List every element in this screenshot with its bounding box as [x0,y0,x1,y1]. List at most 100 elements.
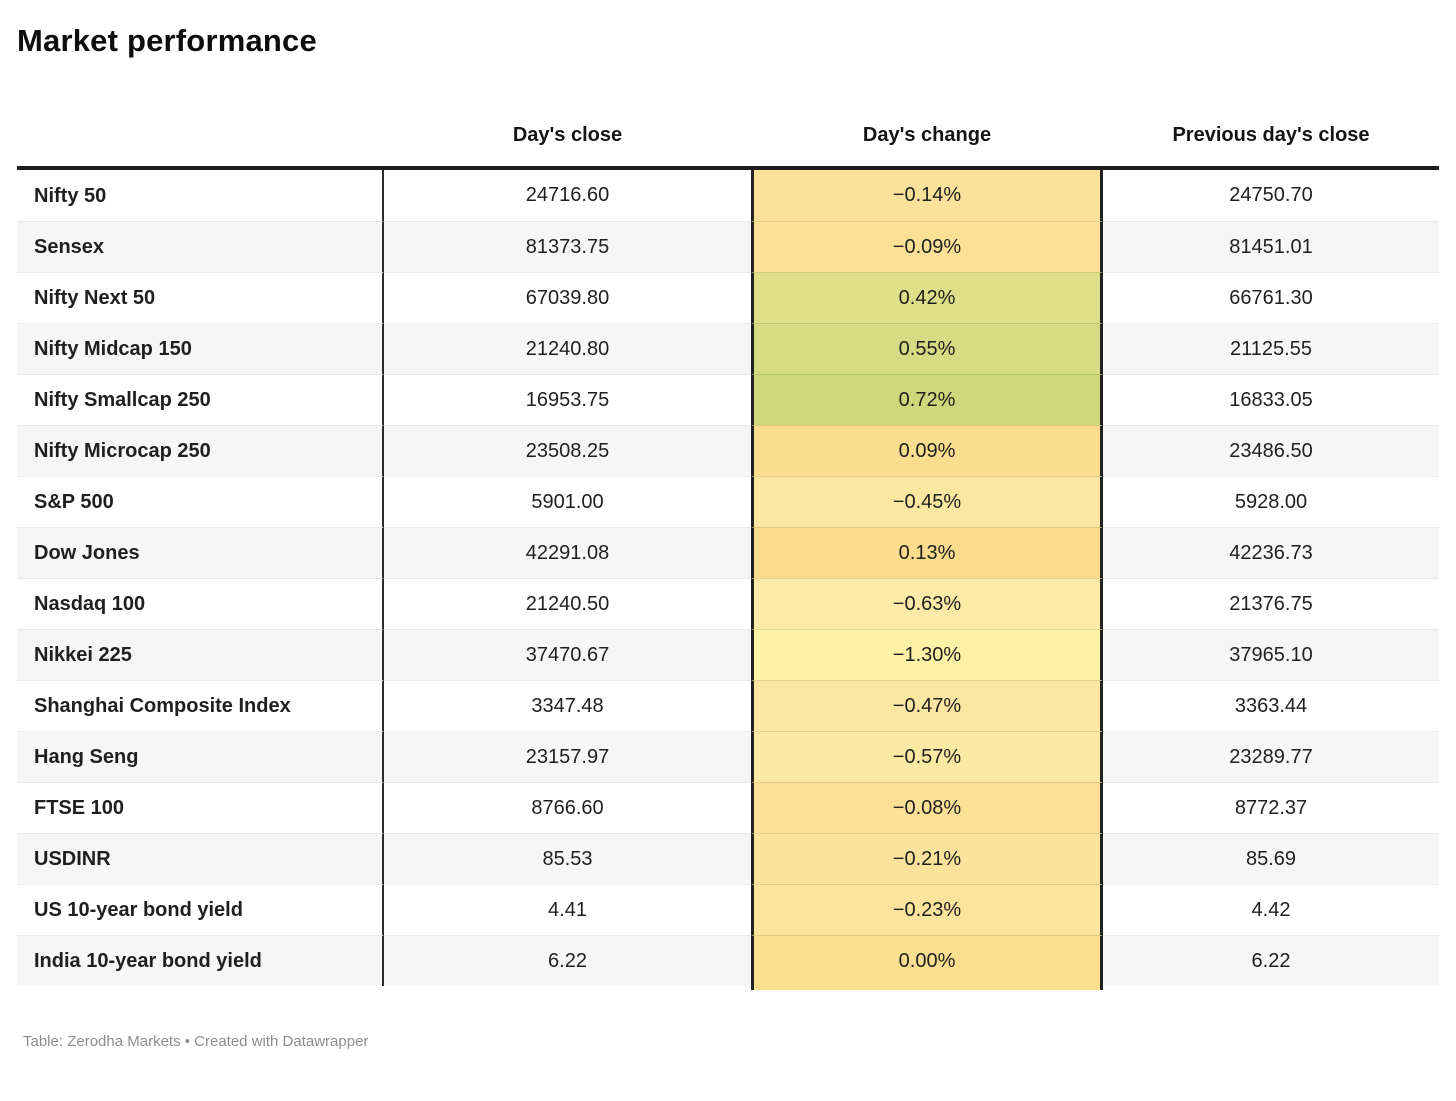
table-row: Nifty Microcap 250 23508.25 0.09% 23486.… [17,425,1439,476]
table-row: Nifty Smallcap 250 16953.75 0.72% 16833.… [17,374,1439,425]
row-label-cell: US 10-year bond yield [17,884,384,935]
table-row: Nasdaq 100 21240.50 −0.63% 21376.75 [17,578,1439,629]
previous-close-cell: 16833.05 [1103,374,1439,425]
previous-close-cell: 21125.55 [1103,323,1439,374]
days-close-cell: 81373.75 [384,221,751,272]
row-label: Sensex [34,236,105,258]
table-row: S&P 500 5901.00 −0.45% 5928.00 [17,476,1439,527]
previous-close-cell: 4.42 [1103,884,1439,935]
header-index-column [17,120,384,150]
table-row: Shanghai Composite Index 3347.48 −0.47% … [17,680,1439,731]
row-label: Nifty Next 50 [34,287,156,309]
days-change-cell: −0.14% [751,170,1103,221]
row-label-cell: Nifty 50 [17,170,384,221]
row-label-cell: USDINR [17,833,384,884]
row-label: Shanghai Composite Index [34,695,291,717]
days-change-cell: −0.08% [751,782,1103,833]
header-days-close: Day's close [512,124,623,146]
days-change-cell: 0.72% [751,374,1103,425]
row-label-cell: S&P 500 [17,476,384,527]
table-row: Sensex 81373.75 −0.09% 81451.01 [17,221,1439,272]
days-change-cell: −1.30% [751,629,1103,680]
previous-close-cell: 23486.50 [1103,425,1439,476]
row-label-cell: Nikkei 225 [17,629,384,680]
row-label-cell: Hang Seng [17,731,384,782]
table-row: Nifty Next 50 67039.80 0.42% 66761.30 [17,272,1439,323]
table-row: USDINR 85.53 −0.21% 85.69 [17,833,1439,884]
previous-close-cell: 85.69 [1103,833,1439,884]
row-label: Nikkei 225 [34,644,132,666]
days-change-cell: −0.57% [751,731,1103,782]
days-change-cell: 0.13% [751,527,1103,578]
previous-close-cell: 24750.70 [1229,184,1313,206]
days-change-cell: 0.55% [751,323,1103,374]
table-row: Nikkei 225 37470.67 −1.30% 37965.10 [17,629,1439,680]
row-label: Nifty Midcap 150 [34,338,192,360]
table-row: Nifty 50 24716.60 −0.14% 24750.70 [17,170,1439,221]
table-body: Nifty 50 24716.60 −0.14% 24750.70 Sensex… [17,170,1439,990]
market-performance-card: Market performance Day's close Day's cha… [17,23,1439,1050]
row-label: India 10-year bond yield [34,950,262,972]
row-label: Nifty Smallcap 250 [34,389,211,411]
days-change-cell: −0.23% [751,884,1103,935]
header-days-change: Day's change [862,124,992,146]
row-label-cell: Sensex [17,221,384,272]
previous-close-cell: 66761.30 [1103,272,1439,323]
page-title: Market performance [17,23,317,58]
days-change-cell: −0.47% [751,680,1103,731]
row-label-cell: FTSE 100 [17,782,384,833]
previous-close-cell: 37965.10 [1103,629,1439,680]
previous-close-cell: 21376.75 [1103,578,1439,629]
row-label: Dow Jones [34,542,140,564]
days-close-cell: 85.53 [384,833,751,884]
row-label: FTSE 100 [34,797,125,819]
row-label-cell: Nifty Next 50 [17,272,384,323]
attribution-footer: Table: Zerodha Markets • Created with Da… [23,1033,369,1050]
previous-close-cell: 8772.37 [1103,782,1439,833]
days-close-cell: 67039.80 [384,272,751,323]
days-close-cell: 16953.75 [384,374,751,425]
header-previous-days-close: Previous day's close [1172,124,1370,146]
row-label: Nifty Microcap 250 [34,440,211,462]
days-change-cell: −0.21% [751,833,1103,884]
days-close-cell: 3347.48 [384,680,751,731]
row-label-cell: India 10-year bond yield [17,935,384,986]
days-change-cell: 0.00% [751,935,1103,990]
table-row: Hang Seng 23157.97 −0.57% 23289.77 [17,731,1439,782]
row-label-cell: Dow Jones [17,527,384,578]
days-close-cell: 6.22 [384,935,751,986]
row-label: USDINR [34,848,111,870]
previous-close-cell: 6.22 [1103,935,1439,986]
days-close-cell: 8766.60 [384,782,751,833]
days-change-cell: −0.45% [751,476,1103,527]
days-close-cell: 37470.67 [384,629,751,680]
previous-close-cell: 5928.00 [1103,476,1439,527]
previous-close-cell: 81451.01 [1103,221,1439,272]
days-close-cell: 4.41 [384,884,751,935]
previous-close-cell: 3363.44 [1103,680,1439,731]
row-label: Hang Seng [34,746,139,768]
row-label: US 10-year bond yield [34,899,243,921]
days-close-cell: 23508.25 [384,425,751,476]
table-row: Nifty Midcap 150 21240.80 0.55% 21125.55 [17,323,1439,374]
days-close-cell: 23157.97 [384,731,751,782]
table-header-row: Day's close Day's change Previous day's … [17,120,1439,170]
table-row: US 10-year bond yield 4.41 −0.23% 4.42 [17,884,1439,935]
previous-close-cell: 23289.77 [1103,731,1439,782]
days-change-cell: 0.42% [751,272,1103,323]
days-close-cell: 5901.00 [384,476,751,527]
days-close-cell: 24716.60 [525,184,610,206]
row-label: Nasdaq 100 [34,593,146,615]
previous-close-cell: 42236.73 [1103,527,1439,578]
table-row: FTSE 100 8766.60 −0.08% 8772.37 [17,782,1439,833]
row-label-cell: Nifty Microcap 250 [17,425,384,476]
days-change-cell: 0.09% [751,425,1103,476]
row-label: Nifty 50 [34,184,107,207]
row-label-cell: Shanghai Composite Index [17,680,384,731]
row-label-cell: Nasdaq 100 [17,578,384,629]
row-label-cell: Nifty Smallcap 250 [17,374,384,425]
days-change-cell: −0.09% [751,221,1103,272]
days-change-cell: −0.63% [751,578,1103,629]
days-close-cell: 21240.50 [384,578,751,629]
row-label-cell: Nifty Midcap 150 [17,323,384,374]
